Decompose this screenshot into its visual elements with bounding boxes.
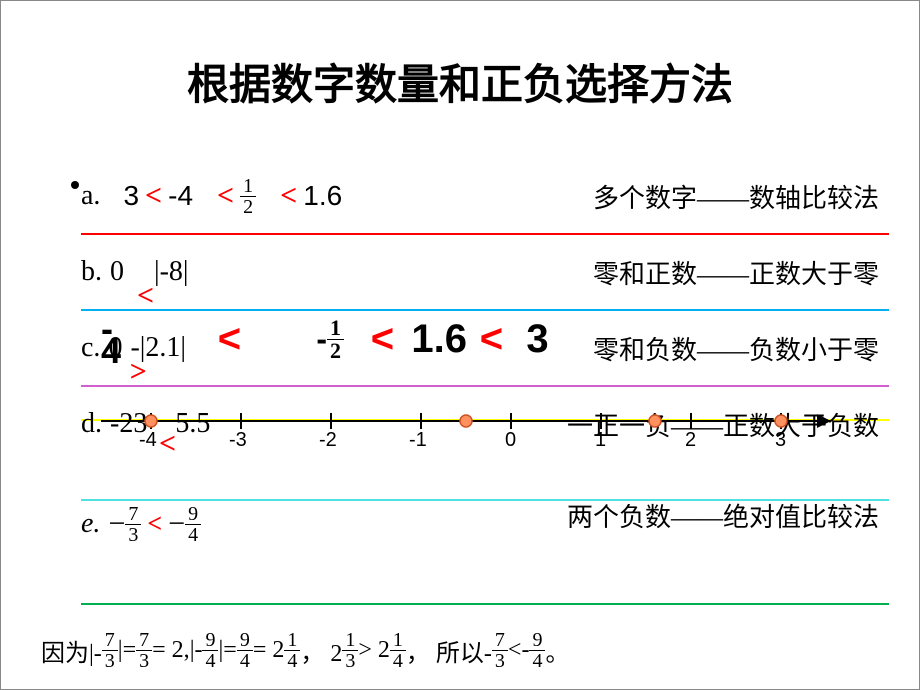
bottom-explanation: 因为|- 73 |= 73 = 2, |- 94 |= 94 = 2 14 ， … — [41, 630, 899, 671]
nl-tick-n4: -4 — [139, 429, 157, 452]
ov-frac: 1 2 — [327, 317, 344, 362]
row-a: a. 3 < -4 < 1 2 < 1.6 多个数字——数轴比较法 — [81, 161, 889, 231]
ov-sym3: < — [479, 317, 502, 362]
nl-tick-3: 3 — [775, 429, 786, 452]
ov-fden: 2 — [327, 340, 344, 362]
nl-tick-0: 0 — [505, 429, 516, 452]
row-e-lnum: 7 — [125, 504, 141, 525]
bt-f8d: 3 — [492, 651, 508, 671]
row-e-lsign: − — [108, 507, 125, 541]
row-b-left: 0 — [110, 256, 124, 288]
divider-purple — [81, 385, 889, 387]
bt-t7: > 2 — [358, 637, 390, 664]
bt-t3: = 2, — [152, 637, 190, 664]
bt-t1: 因为|- — [41, 633, 102, 668]
ov-v1b: 4 — [101, 340, 121, 362]
row-b: b. 0 |-8| < 零和正数——正数大于零 — [81, 237, 889, 307]
divider-cyan — [81, 309, 889, 311]
bt-f7n: 1 — [390, 630, 406, 651]
row-a-v4: 1.6 — [303, 180, 342, 212]
bt-f1d: 3 — [102, 651, 118, 671]
bt-t2: |= — [118, 637, 136, 664]
bt-t5: = 2 — [253, 637, 285, 664]
nl-tick-2: 2 — [685, 429, 696, 452]
bt-t10: 。 — [545, 633, 569, 668]
row-e-lfrac: 7 3 — [125, 504, 141, 545]
bt-f7d: 4 — [390, 651, 406, 671]
divider-green — [81, 603, 889, 605]
bt-t4: |= — [218, 637, 236, 664]
bt-f4d: 4 — [237, 651, 253, 671]
bt-f8n: 7 — [492, 630, 508, 651]
row-a-v2: -4 — [168, 180, 193, 212]
bt-t3b: |- — [190, 637, 203, 664]
row-b-note: 零和正数——正数大于零 — [593, 254, 879, 291]
divider-red — [81, 233, 889, 235]
bt-f4n: 9 — [237, 630, 253, 651]
bt-f9n: 9 — [529, 630, 545, 651]
row-e-rfrac: 9 4 — [185, 504, 201, 545]
overlay-comparison: - 4 < - 1 2 < 1.6 < 3 — [101, 317, 549, 362]
ov-v2pre: - — [316, 321, 327, 358]
row-e-rsign: − — [168, 507, 185, 541]
bt-t6: ， 2 — [300, 633, 342, 668]
bt-f3n: 9 — [202, 630, 218, 651]
ov-sym2: < — [370, 317, 393, 362]
row-e-note: 两个负数——绝对值比较法 — [567, 497, 879, 534]
row-c-note: 零和负数——负数小于零 — [593, 330, 879, 367]
ov-v3: 1.6 — [411, 317, 467, 362]
row-a-frac-num: 1 — [240, 176, 256, 197]
row-b-right: |-8| — [154, 256, 189, 288]
row-a-letter: a. — [81, 180, 100, 212]
bt-f5d: 4 — [284, 651, 300, 671]
bt-f2d: 3 — [136, 651, 152, 671]
ov-fnum: 1 — [327, 317, 344, 340]
row-a-sym2: < — [217, 179, 234, 213]
bt-t8: ， 所以- — [406, 633, 492, 668]
row-b-sym: < — [137, 279, 154, 313]
row-a-v1: 3 — [123, 180, 139, 212]
nl-tick-n2: -2 — [319, 429, 337, 452]
bt-f2n: 7 — [136, 630, 152, 651]
row-a-note: 多个数字——数轴比较法 — [593, 178, 879, 215]
bullet-icon — [71, 181, 79, 189]
bt-f6d: 3 — [342, 651, 358, 671]
row-a-sym3: < — [280, 179, 297, 213]
row-e-letter: e. — [81, 508, 100, 540]
row-e-sym: < — [147, 509, 162, 539]
bt-f5n: 1 — [284, 630, 300, 651]
bt-f6n: 1 — [342, 630, 358, 651]
row-b-letter: b. — [81, 256, 102, 288]
row-a-frac-den: 2 — [240, 197, 256, 217]
ov-v4: 3 — [526, 317, 548, 362]
row-a-frac: 1 2 — [240, 176, 256, 217]
bt-f1n: 7 — [102, 630, 118, 651]
row-e-rnum: 9 — [185, 504, 201, 525]
row-e-lden: 3 — [125, 525, 141, 545]
number-line: -4 -3 -2 -1 0 1 2 3 — [91, 401, 861, 461]
nl-tick-n1: -1 — [409, 429, 427, 452]
bt-f9d: 4 — [529, 651, 545, 671]
row-a-sym1: < — [145, 179, 162, 213]
number-line-svg — [91, 401, 861, 461]
slide-title: 根据数字数量和正负选择方法 — [1, 1, 919, 112]
slide: 根据数字数量和正负选择方法 a. 3 < -4 < 1 2 < 1.6 多个数字… — [0, 0, 920, 690]
bt-t9: <- — [508, 637, 530, 664]
row-e-rden: 4 — [185, 525, 201, 545]
nl-tick-1: 1 — [595, 429, 606, 452]
nl-tick-n3: -3 — [229, 429, 247, 452]
bt-f3d: 4 — [202, 651, 218, 671]
row-e: e. − 7 3 < − 9 4 两个负数——绝对值比较法 — [81, 489, 889, 559]
row-c-letter: c. — [81, 332, 100, 364]
ov-sym1: < — [217, 317, 240, 362]
